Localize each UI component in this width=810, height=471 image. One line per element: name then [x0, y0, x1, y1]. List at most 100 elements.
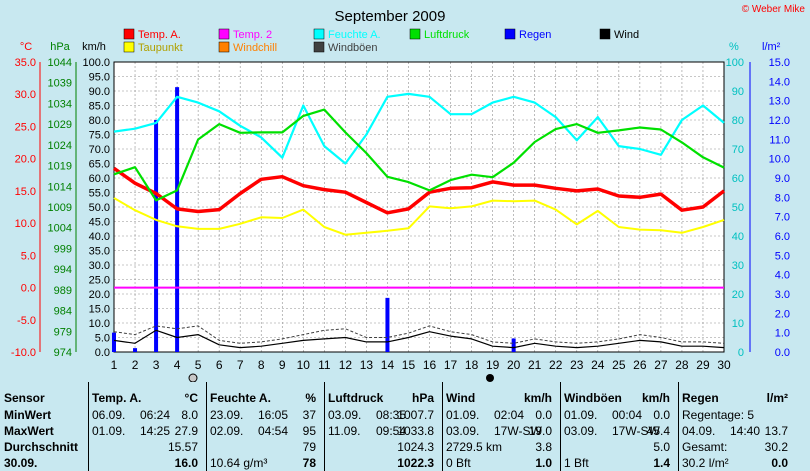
table-cell: 04:54: [258, 424, 289, 438]
rain-axis-tick: 7.0: [775, 212, 790, 224]
table-column-divider: [560, 382, 561, 471]
legend-swatch: [313, 28, 325, 40]
humidity-axis-tick: 80: [732, 115, 744, 127]
legend-label: Taupunkt: [138, 42, 183, 54]
day-tick-label: 6: [216, 358, 223, 372]
day-tick-label: 8: [258, 358, 265, 372]
day-tick-label: 9: [279, 358, 286, 372]
day-tick-label: 20: [507, 358, 521, 372]
table-cell: 30.2 l/m²: [682, 456, 729, 470]
table-cell-value: 1024.3: [397, 440, 434, 454]
rain-axis-tick: 3.0: [775, 289, 790, 301]
temp-axis-tick: -10.0: [11, 347, 36, 359]
legend-label: Windböen: [328, 42, 378, 54]
humidity-axis-tick: 90: [732, 86, 744, 98]
series-line-windb-en: [113, 325, 725, 344]
wind-axis-tick: 25.0: [89, 275, 110, 287]
day-tick-label: 2: [132, 358, 139, 372]
table-column-divider: [88, 382, 89, 471]
table-cell-value: 1.0: [535, 456, 552, 470]
day-tick-label: 12: [339, 358, 353, 372]
wind-axis-tick: 60.0: [89, 173, 110, 185]
plot-frame: [113, 61, 725, 353]
table-header-unit: %: [305, 391, 316, 405]
table-cell: 03.09.: [446, 424, 480, 438]
wind-axis-tick: 100.0: [82, 57, 110, 69]
series-line-taupunkt: [113, 197, 725, 236]
day-tick-label: 27: [654, 358, 668, 372]
table-cell: 2729.5 km: [446, 440, 503, 454]
table-header: Wind: [446, 391, 476, 405]
table-column-divider: [442, 382, 443, 471]
wind-axis-tick: 45.0: [89, 217, 110, 229]
pressure-axis-tick: 979: [54, 326, 72, 338]
rain-bar: [385, 297, 390, 352]
wind-axis-tick: 40.0: [89, 231, 110, 243]
wind-axis-tick: 10.0: [89, 318, 110, 330]
rain-axis-tick: 1.0: [775, 328, 790, 340]
table-cell: 08:35: [376, 408, 407, 422]
table-cell-value: 95: [302, 424, 316, 438]
wind-axis-tick: 70.0: [89, 144, 110, 156]
series-lines: [112, 92, 726, 349]
humidity-axis-tick: 0: [738, 347, 744, 359]
legend-label: Luftdruck: [424, 29, 470, 41]
rain-axis-tick: 8.0: [775, 192, 790, 204]
pressure-axis-tick: 1039: [48, 78, 72, 90]
table-cell-value: 1.4: [653, 456, 670, 470]
temp-axis-tick: 10.0: [15, 218, 36, 230]
table-row-label: MaxWert: [4, 424, 54, 438]
pressure-axis-tick: 1024: [48, 140, 72, 152]
rain-bar: [112, 332, 116, 352]
legend-label: Temp. A.: [138, 29, 181, 41]
temp-unit: °C: [20, 41, 32, 53]
temp-axis-tick: 30.0: [15, 89, 36, 101]
legend-swatch: [409, 28, 421, 40]
pressure-axis-tick: 1009: [48, 202, 72, 214]
humidity-axis-tick: 10: [732, 318, 744, 330]
table-cell: 02.09.: [210, 424, 244, 438]
wind-axis-tick: 95.0: [89, 72, 110, 84]
series-line-feuchte-a: [113, 92, 725, 165]
table-header: Luftdruck: [328, 391, 384, 405]
table-cell: 06.09.: [92, 408, 126, 422]
pressure-axis-tick: 989: [54, 285, 72, 297]
day-tick-label: 19: [486, 358, 500, 372]
table-cell: 10.64 g/m³: [210, 456, 268, 470]
wind-axis-tick: 65.0: [89, 159, 110, 171]
pressure-axis-tick: 1029: [48, 119, 72, 131]
legend-swatch: [218, 41, 230, 53]
table-cell: 00:04: [612, 408, 643, 422]
day-tick-label: 24: [591, 358, 605, 372]
weather-chart: 35.030.025.020.015.010.05.00.0-5.0-10.01…: [10, 4, 806, 382]
table-cell-value: 1022.3: [397, 456, 434, 470]
humidity-axis-tick: 50: [732, 202, 744, 214]
day-tick-label: 11: [318, 358, 331, 372]
temp-axis-tick: 20.0: [15, 154, 36, 166]
legend-label: Temp. 2: [233, 29, 272, 41]
temp-axis-tick: 15.0: [15, 186, 36, 198]
day-tick-label: 3: [153, 358, 160, 372]
legend-swatch: [218, 28, 230, 40]
wind-axis-tick: 85.0: [89, 101, 110, 113]
humidity-axis-tick: 100: [726, 57, 744, 69]
rain-axis-tick: 11.0: [769, 134, 790, 146]
temp-axis-tick: 5.0: [21, 250, 36, 262]
wind-axis-tick: 30.0: [89, 260, 110, 272]
table-header-unit: hPa: [411, 391, 434, 405]
wind-axis-tick: 80.0: [89, 115, 110, 127]
pressure-axis-tick: 984: [54, 306, 72, 318]
table-header-unit: km/h: [641, 391, 670, 405]
rain-bar: [154, 120, 159, 352]
table-cell-value: 19.0: [528, 424, 552, 438]
wind-axis-tick: 0.0: [95, 347, 110, 359]
table-row-label: 30.09.: [4, 456, 38, 470]
pressure-axis-tick: 974: [54, 347, 72, 359]
day-tick-label: 14: [381, 358, 395, 372]
day-tick-label: 22: [549, 358, 563, 372]
table-cell-value: 13.7: [764, 424, 788, 438]
humidity-axis-tick: 40: [732, 231, 744, 243]
day-tick-label: 15: [402, 358, 416, 372]
legend-swatch: [504, 28, 516, 40]
table-cell: 03.09.: [328, 408, 362, 422]
